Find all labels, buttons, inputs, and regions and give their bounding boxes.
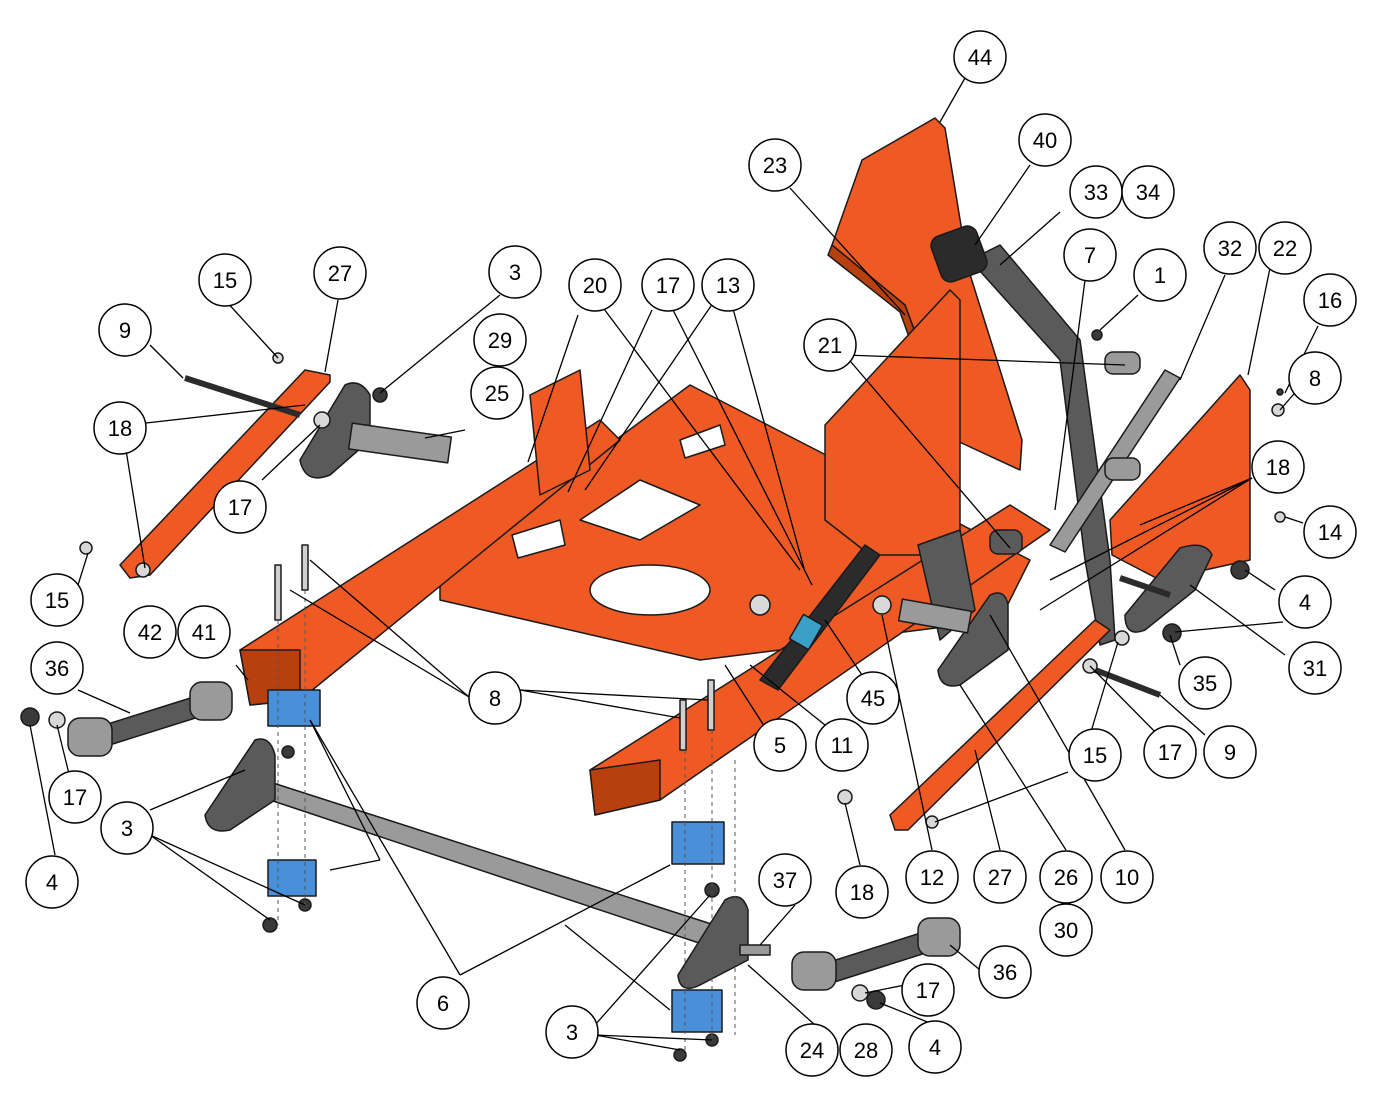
callout-18-left: 18 [108,416,132,441]
bellcrank-lower-right [677,895,749,990]
callout-41: 41 [192,620,216,645]
callout-3-left: 3 [121,816,133,841]
rod-end-left-a [189,681,233,721]
clamp-block-3 [671,821,725,865]
callout-45: 45 [861,686,885,711]
callout-17-lower-left: 17 [63,785,87,810]
callout-14: 14 [1318,520,1342,545]
callout-29: 29 [488,328,512,353]
callout-24: 24 [800,1038,824,1063]
callout-42: 42 [138,620,162,645]
callout-17-left: 17 [228,495,252,520]
callout-15-right: 15 [1083,743,1107,768]
clamp-block-2 [267,859,317,897]
pin-37 [739,944,771,956]
callout-12: 12 [920,865,944,890]
bolt-8-b [301,544,309,591]
callout-4-right: 4 [1299,590,1311,615]
callout-34: 34 [1136,180,1160,205]
callout-8-mid: 8 [489,686,501,711]
spacer-21-a [1104,351,1141,375]
callout-17-right: 17 [1158,740,1182,765]
callout-33: 33 [1084,180,1108,205]
bolt-8-a [274,564,282,621]
bellcrank-left [299,382,371,479]
spring-collar [788,613,824,651]
callout-30: 30 [1054,918,1078,943]
alignment-lines [277,590,736,1055]
callout-17-lower-right: 17 [916,978,940,1003]
callout-6: 6 [437,991,449,1016]
deck-hole [589,564,711,616]
bolt-9-right [1088,665,1162,698]
spacer-21-b [1104,457,1141,481]
callouts [25,30,1357,1077]
callout-37: 37 [773,868,797,893]
callout-28: 28 [854,1038,878,1063]
leader-lines [29,77,1319,1051]
callout-labels: 44 40 33 34 23 7 1 32 22 16 8 15 27 3 20… [45,45,1342,1063]
callout-21: 21 [818,333,842,358]
callout-9-top: 9 [119,318,131,343]
callout-35: 35 [1193,671,1217,696]
callout-18-bottom: 18 [850,880,874,905]
callout-7: 7 [1084,243,1096,268]
callout-40: 40 [1033,128,1057,153]
callout-18-right: 18 [1266,455,1290,480]
callout-20: 20 [583,273,607,298]
callout-36-right: 36 [993,960,1017,985]
cross-shaft [254,781,731,951]
bolt-9-left [184,375,301,418]
bolt-8-c [679,699,687,751]
callout-23: 23 [763,153,787,178]
bolt-14 [1119,575,1171,598]
callout-31: 31 [1303,656,1327,681]
callout-36-left: 36 [45,656,69,681]
callout-44: 44 [968,45,992,70]
callout-3-bottom: 3 [566,1020,578,1045]
callout-5: 5 [774,733,786,758]
callout-25: 25 [485,381,509,406]
callout-22: 22 [1273,236,1297,261]
callout-3-top: 3 [509,260,521,285]
callout-26: 26 [1054,865,1078,890]
rod-end-left-b [67,717,113,757]
side-plate-22 [1109,374,1251,581]
callout-27-top: 27 [328,261,352,286]
callout-9-right: 9 [1224,740,1236,765]
shaft-25 [347,422,453,464]
callout-11: 11 [831,733,854,758]
callout-15-top: 15 [213,268,237,293]
upright-bracket-left [529,369,591,496]
left-arm-27 [119,369,331,579]
right-arm-27 [889,619,1111,831]
callout-4-bottom: 4 [929,1035,941,1060]
callout-13: 13 [716,273,740,298]
lever-grip [930,225,988,283]
callout-27-bottom: 27 [988,865,1012,890]
callout-16: 16 [1318,288,1342,313]
bolt-8-d [707,679,715,731]
clamp-block-1 [267,689,321,727]
bellcrank-lower-left [204,738,276,832]
spacer-21-c [989,529,1023,555]
callout-17-top: 17 [656,273,680,298]
clamp-block-4 [671,989,723,1033]
callout-32: 32 [1218,236,1242,261]
callout-1: 1 [1154,263,1166,288]
rod-end-right-a [917,917,961,957]
bracket-31 [1124,544,1213,633]
callout-8-top: 8 [1309,366,1321,391]
callout-15-left: 15 [45,588,69,613]
callout-4-left: 4 [46,870,58,895]
rod-end-right-b [791,951,837,991]
spring-assembly [759,544,881,691]
callout-10: 10 [1115,865,1139,890]
shaft-26 [897,598,973,634]
parts-drawing [20,117,1286,1062]
